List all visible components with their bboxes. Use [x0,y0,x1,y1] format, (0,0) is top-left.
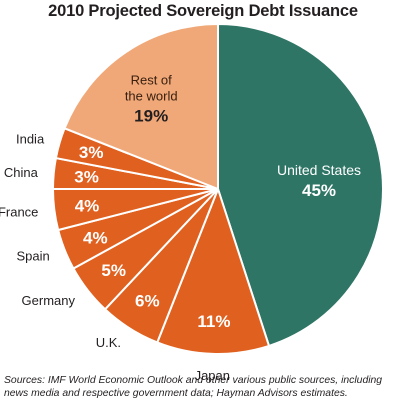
slice-label-germany: Germany [22,293,76,308]
slice-value-germany: 5% [101,261,126,280]
pie-slice-japan [155,186,271,355]
pie-slice-rest-of-the-world [63,22,219,191]
slice-label-rest-of-the-world: Rest of [131,73,173,88]
slice-label-united-states: United States [277,162,361,178]
slice-value-rest-of-the-world: 19% [134,107,168,126]
slice-value-france: 4% [75,197,100,216]
slice-label-u-k: U.K. [96,335,121,350]
source-note: Sources: IMF World Economic Outlook and … [4,375,383,399]
slice-label-japan: Japan [195,368,230,383]
slice-value-japan: 11% [197,312,230,331]
slice-value-china: 3% [74,168,99,187]
slice-label-china: China [4,165,39,180]
slice-value-u-k: 6% [135,292,160,311]
slice-label-france: France [0,205,38,220]
chart-title: 2010 Projected Sovereign Debt Issuance [48,2,358,20]
slice-value-spain: 4% [83,229,108,248]
pie-slice-united-states [217,22,384,348]
slice-value-india: 3% [79,143,104,162]
slice-label-india: India [16,132,45,147]
slice-value-united-states: 45% [302,181,336,200]
slice-label-rest-of-the-world: the world [125,89,178,104]
slice-label-spain: Spain [16,249,49,264]
